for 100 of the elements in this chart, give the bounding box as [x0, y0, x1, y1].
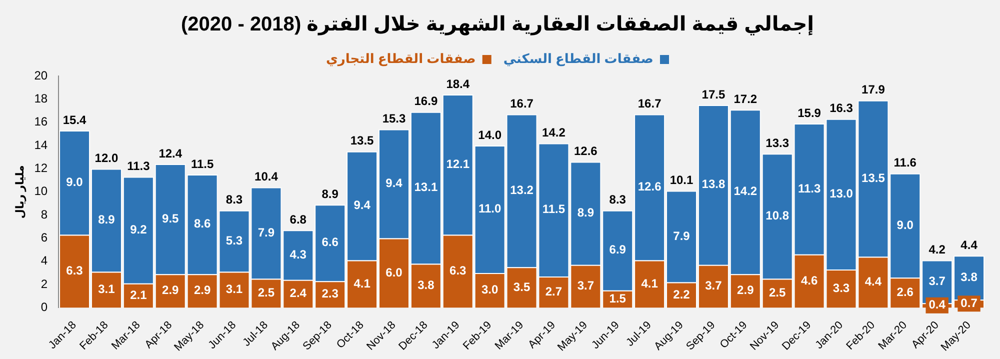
total-label: 15.3: [382, 112, 406, 126]
data-label: 4.4: [864, 274, 882, 289]
data-label: 11.0: [478, 202, 502, 216]
total-label: 13.5: [350, 134, 374, 148]
y-tick-label: 16: [34, 114, 48, 129]
data-label: 9.0: [66, 174, 84, 189]
data-label: 3.1: [98, 282, 116, 296]
total-label: 18.4: [446, 76, 470, 91]
total-label: 12.0: [94, 151, 118, 166]
data-label: 9.4: [354, 198, 371, 212]
data-label: 8.6: [194, 216, 211, 231]
total-label: 10.4: [254, 170, 278, 184]
data-label: 13.8: [702, 177, 726, 192]
total-label: 11.3: [127, 159, 150, 174]
data-label: 2.9: [162, 283, 180, 298]
data-label: 10.8: [766, 208, 790, 223]
data-label: 12.1: [446, 156, 470, 171]
data-label: 2.5: [258, 286, 275, 300]
data-label: 7.9: [258, 225, 275, 240]
total-label: 4.4: [960, 238, 978, 252]
data-label: 13.1: [414, 180, 438, 194]
data-label: 6.0: [386, 265, 403, 280]
total-label: 11.6: [894, 156, 917, 170]
total-label: 16.9: [414, 94, 438, 108]
data-label: 2.7: [545, 284, 562, 298]
total-label: 14.0: [478, 128, 502, 142]
data-label: 4.1: [354, 276, 371, 290]
data-label: 6.9: [609, 242, 626, 257]
data-label: 7.9: [673, 228, 690, 243]
total-label: 8.3: [609, 192, 626, 207]
data-label: 13.2: [510, 183, 534, 198]
data-label: 12.6: [638, 180, 662, 194]
data-label: 9.5: [162, 211, 180, 226]
y-tick-label: 4: [40, 254, 48, 268]
total-label: 16.7: [638, 96, 662, 111]
total-label: 16.7: [510, 96, 534, 111]
legend-label: صفقات القطاع السكني: [503, 51, 654, 68]
data-label: 6.3: [450, 264, 467, 278]
data-label: 2.3: [322, 286, 339, 301]
y-tick-label: 6: [40, 230, 48, 245]
total-label: 17.5: [702, 87, 726, 102]
total-label: 8.3: [226, 192, 243, 207]
data-label: 8.9: [577, 206, 594, 220]
data-label: 9.2: [130, 222, 148, 236]
data-label: 3.8: [960, 270, 978, 284]
data-label: 2.1: [130, 288, 148, 302]
data-label: 2.9: [194, 283, 211, 298]
data-label: 9.4: [386, 176, 403, 190]
data-label: 0.7: [960, 296, 978, 310]
y-tick-label: 12: [34, 161, 48, 176]
data-label: 2.4: [290, 286, 307, 300]
data-label: 4.6: [800, 273, 818, 288]
total-label: 14.2: [542, 126, 566, 140]
data-label: 13.0: [830, 186, 854, 200]
y-tick-label: 2: [40, 276, 48, 291]
data-label: 3.0: [481, 282, 498, 297]
data-label: 11.5: [542, 202, 566, 216]
total-label: 12.4: [158, 146, 182, 160]
y-tick-label: 0: [40, 300, 48, 314]
data-label: 11.3: [798, 181, 821, 196]
data-label: 1.5: [609, 291, 626, 306]
data-label: 2.9: [737, 283, 754, 298]
total-label: 17.2: [734, 92, 758, 106]
y-tick-label: 14: [34, 138, 48, 152]
data-label: 3.7: [928, 274, 946, 288]
total-label: 15.4: [62, 112, 87, 127]
data-label: 4.3: [290, 247, 307, 262]
data-label: 0.4: [928, 298, 946, 312]
total-label: 15.9: [798, 106, 822, 120]
y-tick-label: 8: [40, 207, 48, 222]
data-label: 5.3: [226, 233, 243, 248]
total-label: 13.3: [766, 136, 790, 150]
data-label: 6.3: [66, 264, 84, 278]
data-label: 2.5: [769, 286, 786, 300]
data-label: 3.1: [226, 282, 243, 296]
total-label: 16.3: [830, 101, 854, 116]
data-label: 8.9: [98, 212, 116, 227]
y-axis-title: مليار ريال: [14, 165, 27, 219]
data-label: 6.6: [322, 235, 339, 250]
data-label: 3.7: [705, 278, 722, 293]
y-tick-label: 18: [34, 91, 48, 106]
data-label: 9.0: [896, 218, 914, 232]
y-tick-label: 20: [34, 68, 48, 82]
total-label: 8.9: [322, 186, 339, 201]
data-label: 4.1: [641, 276, 658, 290]
data-label: 13.5: [862, 170, 886, 185]
total-label: 11.5: [190, 156, 214, 171]
data-label: 2.2: [673, 287, 690, 302]
data-label: 2.6: [896, 284, 914, 299]
total-label: 4.2: [928, 242, 946, 257]
legend-label: صفقات القطاع التجاري: [326, 51, 476, 68]
total-label: 6.8: [290, 212, 307, 226]
data-label: 3.8: [418, 278, 435, 292]
chart-title: إجمالي قيمة الصفقات العقارية الشهرية خلال الفترة (2018 - 2020): [180, 14, 814, 36]
data-label: 14.2: [734, 184, 758, 198]
data-label: 3.3: [832, 280, 850, 295]
data-label: 3.5: [513, 280, 530, 294]
y-tick-label: 10: [34, 184, 48, 198]
total-label: 10.1: [670, 173, 694, 188]
total-label: 17.9: [862, 82, 886, 97]
